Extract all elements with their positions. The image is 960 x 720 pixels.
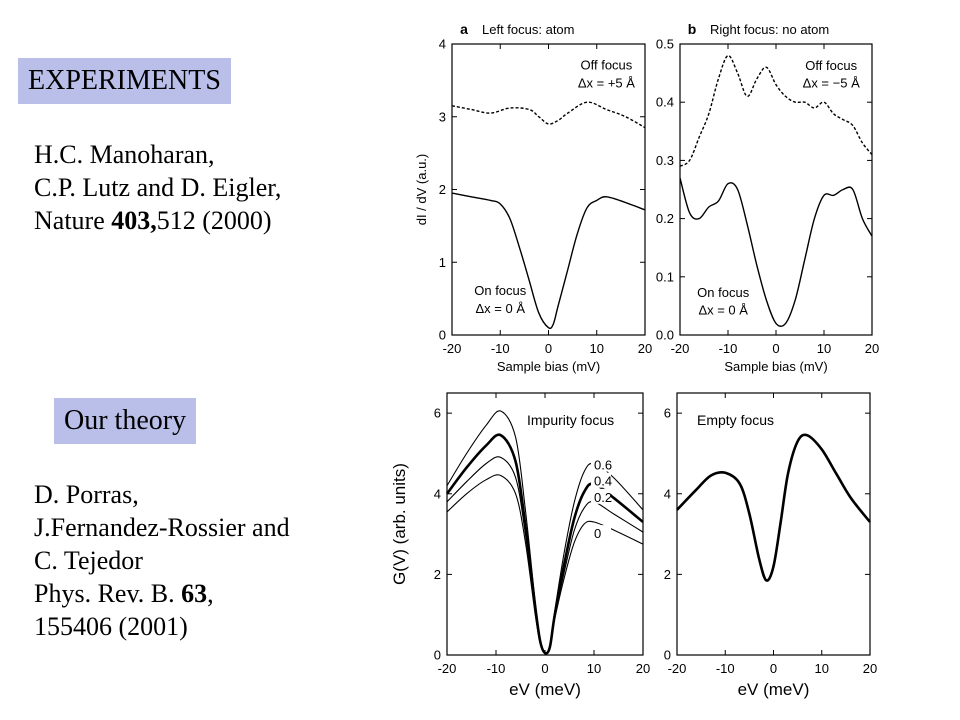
x-tick-label: -10 bbox=[487, 661, 506, 676]
y-tick-label: 0 bbox=[434, 648, 441, 663]
theory-ref-line1: D. Porras, bbox=[34, 480, 139, 509]
y-tick-label: 3 bbox=[439, 109, 446, 124]
chart-c-title: Impurity focus bbox=[527, 412, 614, 428]
series-label-background bbox=[591, 456, 611, 472]
x-tick-label: -20 bbox=[443, 341, 462, 356]
chart-b-annotation: Off focus bbox=[805, 58, 857, 73]
chart-b-series-0-line bbox=[679, 54, 873, 167]
x-tick-label: -10 bbox=[491, 341, 510, 356]
chart-b-annotation: On focus bbox=[697, 285, 750, 300]
chart-a-annotation: Off focus bbox=[581, 57, 633, 72]
chart-d-frame bbox=[676, 392, 871, 656]
chart-a-panel-letter: a bbox=[460, 21, 468, 37]
chart-c-series-label: 0.2 bbox=[594, 490, 612, 505]
chart-c-x-axis-label: eV (meV) bbox=[509, 680, 581, 699]
series-label-background bbox=[591, 525, 611, 541]
y-tick-label: 2 bbox=[664, 567, 671, 582]
chart-d-x-axis-label: eV (meV) bbox=[738, 680, 810, 699]
x-tick-label: 20 bbox=[638, 341, 652, 356]
experiments-reference: H.C. Manoharan, C.P. Lutz and D. Eigler,… bbox=[34, 138, 281, 237]
y-tick-label: 0.5 bbox=[656, 37, 674, 52]
x-tick-label: 10 bbox=[587, 661, 601, 676]
theory-ref-line2: J.Fernandez-Rossier and bbox=[34, 513, 290, 542]
x-tick-label: 20 bbox=[863, 661, 877, 676]
x-tick-label: 0 bbox=[545, 341, 552, 356]
x-tick-label: 0 bbox=[772, 341, 779, 356]
theory-ref-line5: 155406 (2001) bbox=[34, 612, 188, 641]
y-tick-label: 0.3 bbox=[656, 153, 674, 168]
chart-b-x-axis-label: Sample bias (mV) bbox=[724, 359, 827, 374]
chart-b-annotation: Δx = 0 Å bbox=[698, 303, 748, 318]
experiments-ref-line2: C.P. Lutz and D. Eigler, bbox=[34, 173, 282, 202]
y-tick-label: 6 bbox=[434, 406, 441, 421]
chart-b-title: Right focus: no atom bbox=[710, 22, 829, 37]
chart-c-series-0-line bbox=[446, 474, 644, 654]
x-tick-label: 20 bbox=[865, 341, 879, 356]
x-tick-label: -10 bbox=[719, 341, 738, 356]
experiments-label: EXPERIMENTS bbox=[18, 58, 231, 104]
chart-a-series-1-line bbox=[451, 192, 646, 330]
chart-a-series-0-line bbox=[451, 101, 646, 129]
y-tick-label: 1 bbox=[439, 255, 446, 270]
x-tick-label: 10 bbox=[815, 661, 829, 676]
experiments-ref-line3: Nature 403,512 (2000) bbox=[34, 206, 272, 235]
chart-d-title: Empty focus bbox=[697, 412, 774, 428]
y-tick-label: 0.2 bbox=[656, 211, 674, 226]
chart-c-series-0-4-line bbox=[445, 433, 644, 655]
chart-b-annotation: Δx = −5 Å bbox=[803, 76, 860, 91]
x-tick-label: -20 bbox=[438, 661, 457, 676]
theory-label: Our theory bbox=[54, 398, 197, 444]
chart-c-series-label: 0 bbox=[594, 526, 601, 541]
x-tick-label: 0 bbox=[770, 661, 777, 676]
chart-b-series-1-line bbox=[679, 177, 873, 327]
y-tick-label: 0.4 bbox=[656, 95, 674, 110]
chart-a-y-axis-label: dI / dV (a.u.) bbox=[414, 154, 429, 226]
chart-c-series-0-6-line bbox=[446, 410, 644, 655]
series-label-background bbox=[591, 472, 611, 488]
x-tick-label: 10 bbox=[817, 341, 831, 356]
x-tick-label: -20 bbox=[671, 341, 690, 356]
y-tick-label: 4 bbox=[439, 37, 446, 52]
chart-a-annotation: Δx = +5 Å bbox=[578, 76, 635, 91]
chart-d-series-0-line bbox=[676, 433, 872, 582]
chart-a-annotation: On focus bbox=[474, 283, 527, 298]
y-tick-label: 0.1 bbox=[656, 269, 674, 284]
y-tick-label: 4 bbox=[434, 486, 441, 501]
chart-a-annotation: Δx = 0 Å bbox=[475, 301, 525, 316]
y-tick-label: 0 bbox=[664, 648, 671, 663]
experiments-ref-line1: H.C. Manoharan, bbox=[34, 140, 215, 169]
chart-c-series-label: 0.6 bbox=[594, 458, 612, 473]
chart-c-series-label: 0.4 bbox=[594, 474, 612, 489]
chart-a-title: Left focus: atom bbox=[482, 22, 575, 37]
y-tick-label: 4 bbox=[664, 486, 671, 501]
y-tick-label: 2 bbox=[434, 567, 441, 582]
y-tick-label: 2 bbox=[439, 182, 446, 197]
chart-a-x-axis-label: Sample bias (mV) bbox=[497, 359, 600, 374]
x-tick-label: 10 bbox=[590, 341, 604, 356]
x-tick-label: 0 bbox=[541, 661, 548, 676]
x-tick-label: -20 bbox=[668, 661, 687, 676]
theory-ref-line3: C. Tejedor bbox=[34, 546, 143, 575]
x-tick-label: -10 bbox=[716, 661, 735, 676]
theory-ref-line4: Phys. Rev. B. 63, bbox=[34, 579, 214, 608]
x-tick-label: 20 bbox=[636, 661, 650, 676]
chart-c-frame bbox=[446, 392, 644, 656]
series-label-background bbox=[591, 488, 611, 504]
chart-c-y-axis-label: G(V) (arb. units) bbox=[390, 463, 409, 585]
chart-b-panel-letter: b bbox=[688, 21, 697, 37]
y-tick-label: 6 bbox=[664, 406, 671, 421]
theory-reference: D. Porras, J.Fernandez-Rossier and C. Te… bbox=[34, 478, 290, 643]
y-tick-label: 0.0 bbox=[656, 328, 674, 343]
y-tick-label: 0 bbox=[439, 328, 446, 343]
